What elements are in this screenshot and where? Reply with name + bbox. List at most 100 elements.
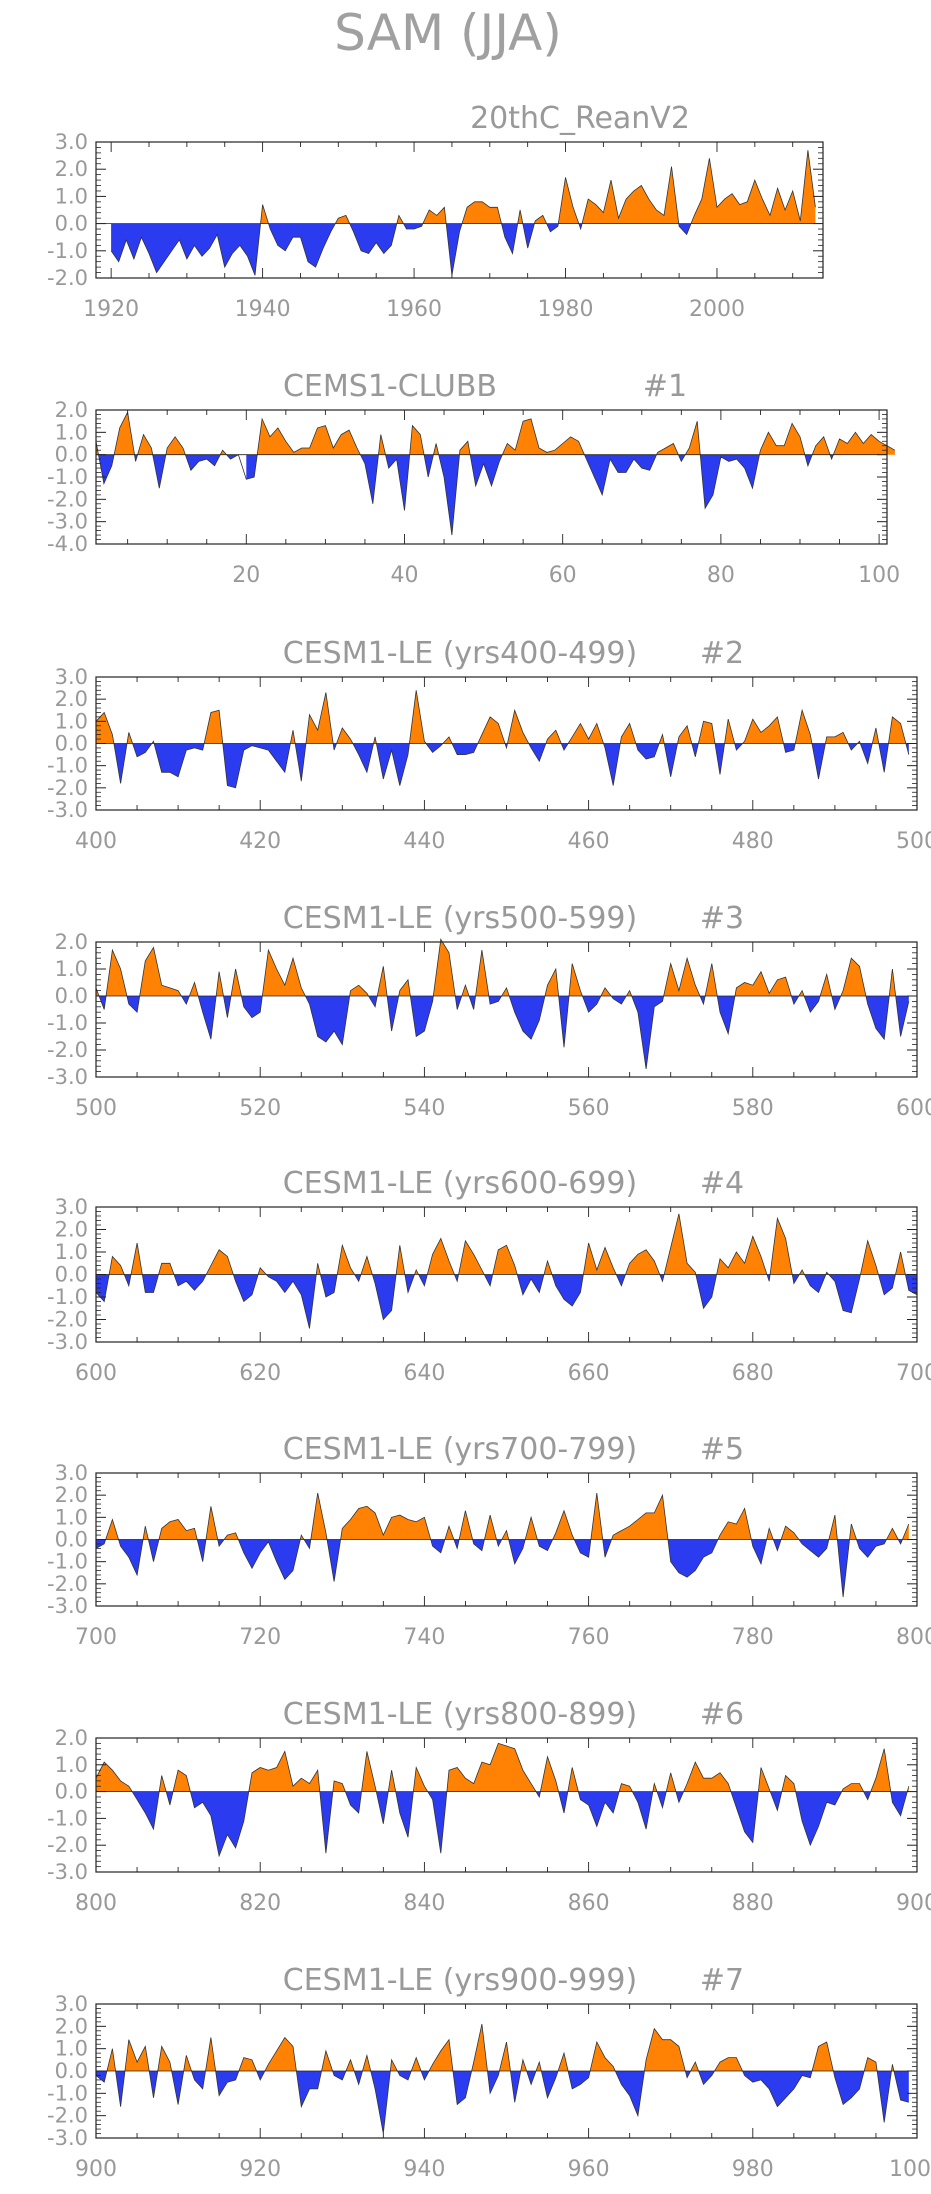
positive-area-1 bbox=[96, 712, 114, 744]
negative-area-21 bbox=[837, 1539, 850, 1598]
positive-area-5 bbox=[224, 1532, 239, 1540]
y-tick-label: 2.0 bbox=[55, 157, 88, 181]
negative-area-4 bbox=[198, 996, 217, 1040]
positive-area-10 bbox=[398, 979, 411, 996]
positive-area-10 bbox=[459, 441, 471, 455]
x-tick-label: 520 bbox=[239, 1096, 281, 1121]
negative-area-14 bbox=[675, 1791, 684, 1803]
positive-area-9 bbox=[433, 443, 439, 455]
y-tick-label: -2.0 bbox=[47, 1308, 88, 1332]
y-tick-label: 3.0 bbox=[55, 665, 88, 689]
positive-area-20 bbox=[644, 2028, 686, 2071]
y-tick-label: -4.0 bbox=[47, 532, 88, 556]
negative-area-5 bbox=[226, 454, 239, 460]
negative-area-6 bbox=[376, 1791, 389, 1824]
x-tick-label: 60 bbox=[549, 563, 577, 588]
positive-area-9 bbox=[396, 1245, 405, 1275]
positive-area-24 bbox=[872, 728, 879, 744]
x-tick-label: 400 bbox=[75, 829, 117, 854]
x-tick-label: 800 bbox=[75, 1891, 117, 1916]
x-tick-label: 620 bbox=[239, 1361, 281, 1386]
series-line bbox=[95, 1742, 910, 1858]
positive-area-16 bbox=[569, 963, 583, 996]
negative-area-6 bbox=[266, 1274, 317, 1329]
negative-area-8 bbox=[296, 2071, 322, 2107]
positive-area-4 bbox=[183, 2055, 192, 2071]
y-tick-label: 0.0 bbox=[55, 1780, 88, 1804]
panel-annotation: #1 bbox=[643, 369, 687, 404]
negative-area-23 bbox=[860, 743, 873, 764]
negative-area-10 bbox=[354, 2071, 363, 2085]
positive-area-5 bbox=[216, 971, 224, 996]
negative-area-19 bbox=[773, 1539, 782, 1551]
positive-area-5 bbox=[205, 2037, 216, 2071]
positive-area-7 bbox=[388, 1770, 396, 1792]
y-tick-label: 0.0 bbox=[55, 732, 88, 756]
negative-area-13 bbox=[657, 1791, 667, 1808]
positive-area-6 bbox=[231, 969, 242, 996]
x-tick-label: 40 bbox=[390, 563, 418, 588]
negative-area-1 bbox=[132, 1791, 160, 1830]
negative-area-18 bbox=[541, 2071, 558, 2098]
series-line bbox=[95, 410, 896, 536]
negative-area-23 bbox=[831, 996, 841, 1010]
y-tick-label: -1.0 bbox=[47, 2081, 88, 2105]
y-tick-label: 0.0 bbox=[55, 2059, 88, 2083]
positive-area-21 bbox=[690, 2062, 699, 2071]
y-tick-label: -2.0 bbox=[47, 1038, 88, 1062]
negative-area-11 bbox=[472, 1539, 485, 1551]
x-tick-label: 1000 bbox=[889, 2157, 931, 2182]
positive-area-1 bbox=[260, 204, 269, 224]
positive-area-4 bbox=[189, 982, 199, 996]
negative-area-20 bbox=[615, 2071, 645, 2116]
panel-annotation: #4 bbox=[700, 1166, 744, 1201]
positive-area-12 bbox=[507, 710, 529, 744]
negative-area-2 bbox=[268, 223, 336, 268]
positive-area-14 bbox=[759, 423, 805, 455]
positive-area-6 bbox=[517, 210, 523, 224]
negative-area-5 bbox=[295, 743, 306, 782]
positive-area-9 bbox=[377, 966, 388, 996]
y-tick-label: 1.0 bbox=[55, 420, 88, 444]
y-tick-label: -2.0 bbox=[47, 266, 88, 290]
positive-area-6 bbox=[361, 1751, 377, 1792]
negative-area-13 bbox=[421, 2071, 430, 2080]
negative-area-6 bbox=[215, 2071, 239, 2096]
x-tick-label: 480 bbox=[732, 829, 774, 854]
negative-area-1 bbox=[96, 2071, 107, 2083]
positive-area-3 bbox=[158, 1263, 174, 1275]
y-tick-label: 0.0 bbox=[55, 1263, 88, 1287]
positive-area-8 bbox=[361, 1256, 373, 1275]
negative-area-12 bbox=[584, 454, 657, 495]
y-tick-label: 1.0 bbox=[55, 957, 88, 981]
negative-area-5 bbox=[223, 996, 231, 1018]
y-tick-label: 3.0 bbox=[55, 1461, 88, 1485]
positive-area-10 bbox=[414, 1270, 419, 1275]
positive-area-21 bbox=[734, 971, 792, 996]
negative-area-20 bbox=[717, 996, 735, 1034]
positive-area-13 bbox=[475, 950, 489, 996]
positive-area-7 bbox=[264, 2037, 297, 2071]
panel-annotation: #2 bbox=[700, 636, 744, 671]
positive-area-6 bbox=[257, 418, 361, 455]
positive-area-25 bbox=[888, 716, 906, 744]
positive-area-17 bbox=[536, 2062, 542, 2071]
negative-area-11 bbox=[370, 2071, 391, 2134]
positive-area-22 bbox=[886, 1528, 899, 1540]
y-tick-label: -3.0 bbox=[47, 798, 88, 822]
panel-7: 2.0 1.0 0.0-1.0 -2.0 -3.0 800 820 840 860 880 900 C… bbox=[47, 1697, 931, 1916]
x-tick-label: 580 bbox=[732, 1096, 774, 1121]
negative-area-22 bbox=[856, 1539, 887, 1558]
y-tick-label: 1.0 bbox=[55, 1505, 88, 1529]
positive-area-8 bbox=[558, 177, 579, 224]
positive-area-14 bbox=[471, 2024, 488, 2071]
negative-area-3 bbox=[152, 454, 166, 489]
positive-area-18 bbox=[841, 1783, 864, 1792]
negative-area-2 bbox=[132, 743, 152, 757]
negative-area-4 bbox=[319, 1791, 333, 1854]
negative-area-6 bbox=[241, 996, 263, 1018]
positive-area-18 bbox=[716, 1236, 767, 1275]
negative-area-16 bbox=[770, 1791, 782, 1811]
negative-area-20 bbox=[792, 1274, 800, 1284]
y-tick-label: -1.0 bbox=[47, 465, 88, 489]
